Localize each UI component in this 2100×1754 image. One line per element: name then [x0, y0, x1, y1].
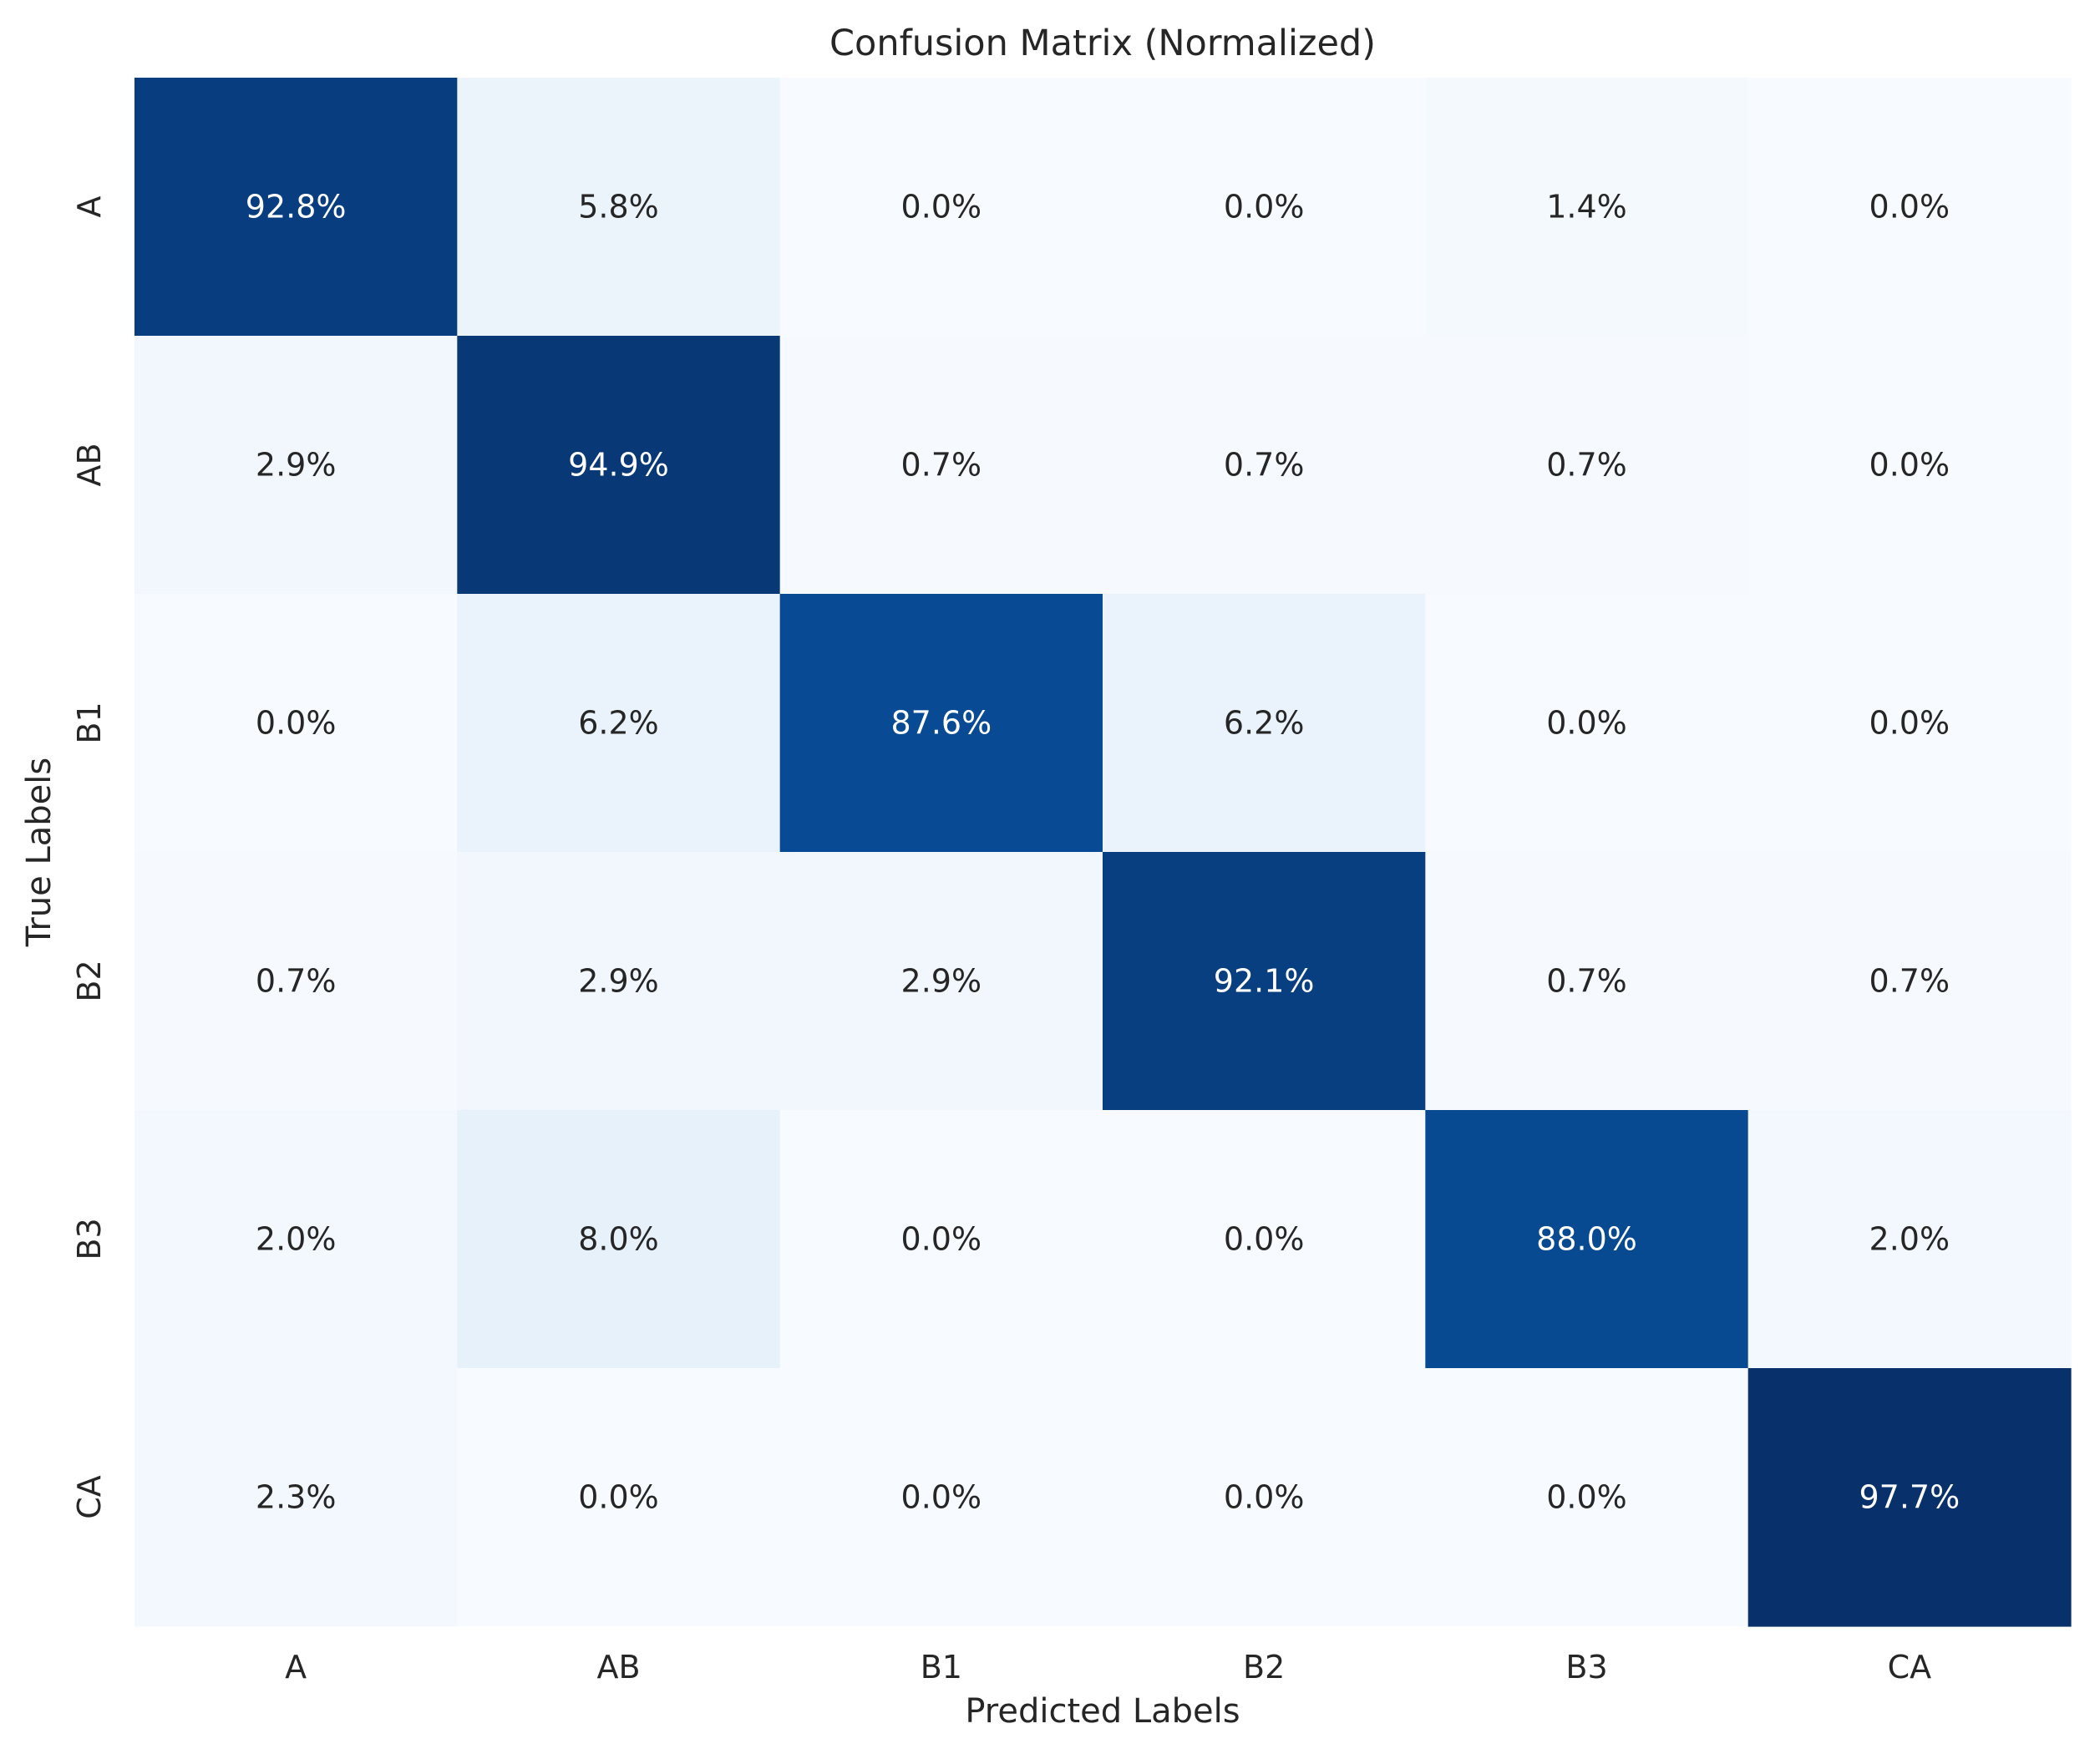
heatmap-cell-A-B2	[1103, 78, 1426, 337]
heatmap-cell-AB-B1	[779, 336, 1103, 595]
heatmap-cells	[134, 78, 2072, 1627]
y-tick-label: B2	[71, 960, 108, 1001]
heatmap-cell-B3-B1	[779, 1110, 1103, 1369]
heatmap-cell-CA-CA	[1747, 1368, 2072, 1627]
heatmap-cell-B2-CA	[1747, 852, 2072, 1111]
heatmap-cell-B1-B2	[1103, 594, 1426, 853]
cell-value-label: 88.0%	[1536, 1221, 1637, 1258]
cell-value-label: 0.7%	[1546, 447, 1627, 484]
heatmap-cell-A-B1	[779, 78, 1103, 337]
x-tick-label: AB	[596, 1649, 640, 1686]
heatmap-cell-CA-AB	[457, 1368, 781, 1627]
cell-value-label: 2.3%	[256, 1479, 337, 1516]
heatmap-cell-AB-A	[134, 336, 458, 595]
cell-value-label: 0.0%	[1224, 1221, 1305, 1258]
cell-value-label: 92.1%	[1214, 963, 1315, 1000]
heatmap-cell-B1-A	[134, 594, 458, 853]
heatmap-cell-B3-B3	[1425, 1110, 1749, 1369]
cell-value-label: 5.8%	[578, 189, 659, 226]
cell-value-label: 0.0%	[578, 1479, 659, 1516]
heatmap-cell-AB-B3	[1425, 336, 1749, 595]
cell-value-label: 0.0%	[256, 705, 337, 742]
heatmap-cell-B1-CA	[1747, 594, 2072, 853]
y-axis-label: True Labels	[20, 758, 58, 947]
heatmap-cell-B3-A	[134, 1110, 458, 1369]
cell-value-label: 92.8%	[246, 189, 347, 226]
cell-value-label: 97.7%	[1859, 1479, 1960, 1516]
cell-value-label: 0.0%	[1869, 447, 1950, 484]
cell-value-label: 0.0%	[901, 189, 982, 226]
heatmap-cell-B3-B2	[1103, 1110, 1426, 1369]
heatmap-cell-CA-B1	[779, 1368, 1103, 1627]
heatmap-cell-B2-B3	[1425, 852, 1749, 1111]
cell-value-label: 6.2%	[578, 705, 659, 742]
heatmap-cell-B2-B2	[1103, 852, 1426, 1111]
cell-value-label: 6.2%	[1224, 705, 1305, 742]
cell-value-label: 0.7%	[901, 447, 982, 484]
chart-title: Confusion Matrix (Normalized)	[829, 23, 1376, 64]
cell-value-label: 0.0%	[901, 1479, 982, 1516]
x-axis-tick-labels: A AB B1 B2 B3 CA	[285, 1649, 1931, 1686]
y-tick-label: B1	[71, 702, 108, 743]
cell-value-label: 0.7%	[1869, 963, 1950, 1000]
cell-value-label: 0.7%	[1546, 963, 1627, 1000]
y-axis-tick-labels: A AB B1 B2 B3 CA	[71, 196, 108, 1519]
cell-value-label: 0.0%	[1224, 189, 1305, 226]
x-tick-label: A	[285, 1649, 307, 1686]
heatmap-cell-B1-B1	[779, 594, 1103, 853]
cell-value-label: 0.0%	[901, 1221, 982, 1258]
heatmap-cell-CA-A	[134, 1368, 458, 1627]
heatmap-cell-labels: 92.8% 5.8% 0.0% 0.0% 1.4% 0.0% 2.9% 94.9% 0.7% 0.…	[246, 189, 1960, 1516]
y-tick-label: B3	[71, 1218, 108, 1260]
heatmap-cell-CA-B3	[1425, 1368, 1749, 1627]
cell-value-label: 94.9%	[568, 447, 669, 484]
cell-value-label: 0.7%	[256, 963, 337, 1000]
heatmap-cell-B1-AB	[457, 594, 781, 853]
y-tick-label: A	[71, 196, 108, 218]
heatmap-cell-B1-B3	[1425, 594, 1749, 853]
x-tick-label: CA	[1888, 1649, 1932, 1686]
cell-value-label: 2.0%	[256, 1221, 337, 1258]
heatmap-cell-CA-B2	[1103, 1368, 1426, 1627]
heatmap-cell-AB-CA	[1747, 336, 2072, 595]
cell-value-label: 0.7%	[1224, 447, 1305, 484]
cell-value-label: 0.0%	[1224, 1479, 1305, 1516]
heatmap-cell-B3-AB	[457, 1110, 781, 1369]
cell-value-label: 0.0%	[1546, 1479, 1627, 1516]
heatmap-cell-A-CA	[1747, 78, 2072, 337]
cell-value-label: 1.4%	[1546, 189, 1627, 226]
heatmap-cell-B2-AB	[457, 852, 781, 1111]
cell-value-label: 2.9%	[578, 963, 659, 1000]
heatmap-cell-B2-A	[134, 852, 458, 1111]
cell-value-label: 0.0%	[1869, 189, 1950, 226]
heatmap-cell-B2-B1	[779, 852, 1103, 1111]
cell-value-label: 87.6%	[890, 705, 992, 742]
cell-value-label: 2.9%	[256, 447, 337, 484]
cell-value-label: 0.0%	[1869, 705, 1950, 742]
y-tick-label: AB	[71, 443, 108, 486]
heatmap-cell-A-B3	[1425, 78, 1749, 337]
y-tick-label: CA	[71, 1475, 108, 1519]
cell-value-label: 0.0%	[1546, 705, 1627, 742]
cell-value-label: 8.0%	[578, 1221, 659, 1258]
heatmap-cell-A-A	[134, 78, 458, 337]
x-tick-label: B3	[1565, 1649, 1607, 1686]
x-tick-label: B2	[1243, 1649, 1285, 1686]
heatmap-cell-AB-B2	[1103, 336, 1426, 595]
heatmap-cell-A-AB	[457, 78, 781, 337]
cell-value-label: 2.9%	[901, 963, 982, 1000]
heatmap-cell-B3-CA	[1747, 1110, 2072, 1369]
heatmap-cell-AB-AB	[457, 336, 781, 595]
cell-value-label: 2.0%	[1869, 1221, 1950, 1258]
x-axis-label: Predicted Labels	[965, 1692, 1240, 1731]
x-tick-label: B1	[921, 1649, 962, 1686]
